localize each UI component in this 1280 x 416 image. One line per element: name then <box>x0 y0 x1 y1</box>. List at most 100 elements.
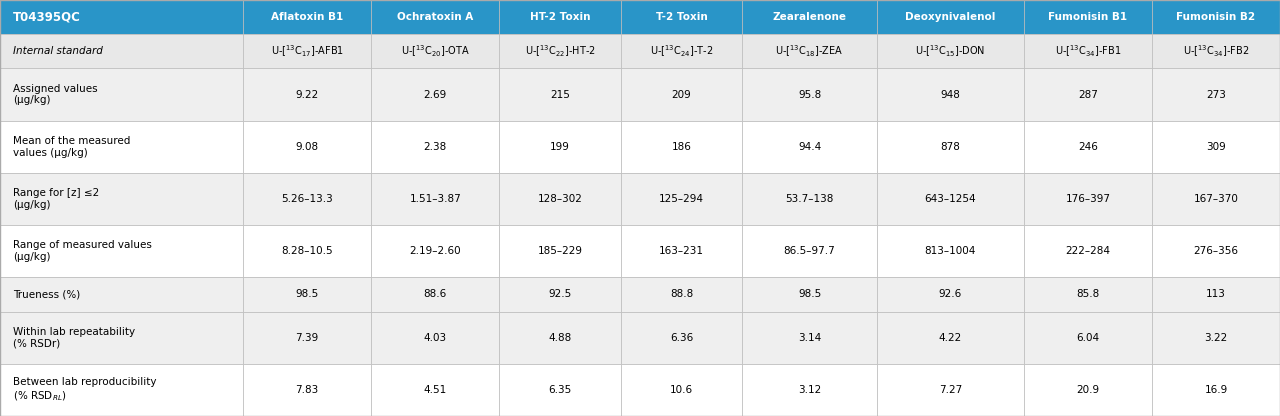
Bar <box>877 173 1024 225</box>
Text: 4.88: 4.88 <box>548 333 572 343</box>
Bar <box>0 364 243 416</box>
Bar <box>621 34 742 68</box>
Text: 6.35: 6.35 <box>548 385 572 395</box>
Text: 176–397: 176–397 <box>1065 194 1111 204</box>
Bar <box>877 121 1024 173</box>
Bar <box>621 277 742 312</box>
Bar <box>0 0 243 34</box>
Text: Fumonisin B1: Fumonisin B1 <box>1048 12 1128 22</box>
Bar <box>1152 277 1280 312</box>
Bar <box>877 312 1024 364</box>
Text: 98.5: 98.5 <box>296 290 319 300</box>
Bar <box>1152 173 1280 225</box>
Bar <box>499 0 621 34</box>
Bar <box>877 34 1024 68</box>
Bar <box>0 173 243 225</box>
Text: 287: 287 <box>1078 89 1098 99</box>
Text: 273: 273 <box>1206 89 1226 99</box>
Text: 186: 186 <box>672 142 691 152</box>
Text: U-[$^{13}$C$_{34}$]-FB2: U-[$^{13}$C$_{34}$]-FB2 <box>1183 44 1249 59</box>
Text: 222–284: 222–284 <box>1065 246 1111 256</box>
Bar <box>742 121 877 173</box>
Bar <box>499 312 621 364</box>
Text: 2.69: 2.69 <box>424 89 447 99</box>
Text: 167–370: 167–370 <box>1193 194 1239 204</box>
Text: Trueness (%): Trueness (%) <box>13 290 81 300</box>
Text: U-[$^{13}$C$_{34}$]-FB1: U-[$^{13}$C$_{34}$]-FB1 <box>1055 44 1121 59</box>
Text: 7.39: 7.39 <box>296 333 319 343</box>
Bar <box>371 364 499 416</box>
Bar <box>1024 173 1152 225</box>
Bar <box>1024 225 1152 277</box>
Bar <box>243 68 371 121</box>
Text: T-2 Toxin: T-2 Toxin <box>655 12 708 22</box>
Bar <box>621 225 742 277</box>
Text: T04395QC: T04395QC <box>13 10 81 24</box>
Bar <box>499 277 621 312</box>
Text: 10.6: 10.6 <box>669 385 694 395</box>
Text: 85.8: 85.8 <box>1076 290 1100 300</box>
Text: 20.9: 20.9 <box>1076 385 1100 395</box>
Text: 7.83: 7.83 <box>296 385 319 395</box>
Bar <box>1024 34 1152 68</box>
Text: Assigned values
(μg/kg): Assigned values (μg/kg) <box>13 84 97 105</box>
Text: 2.38: 2.38 <box>424 142 447 152</box>
Bar <box>742 364 877 416</box>
Text: 8.28–10.5: 8.28–10.5 <box>282 246 333 256</box>
Text: 53.7–138: 53.7–138 <box>786 194 833 204</box>
Bar <box>1024 277 1152 312</box>
Bar <box>0 121 243 173</box>
Text: U-[$^{13}$C$_{24}$]-T-2: U-[$^{13}$C$_{24}$]-T-2 <box>650 44 713 59</box>
Text: 3.12: 3.12 <box>797 385 822 395</box>
Bar <box>499 121 621 173</box>
Bar <box>742 277 877 312</box>
Bar <box>1024 68 1152 121</box>
Bar <box>1152 364 1280 416</box>
Bar <box>1152 225 1280 277</box>
Text: 4.22: 4.22 <box>938 333 963 343</box>
Text: 276–356: 276–356 <box>1193 246 1239 256</box>
Text: 3.14: 3.14 <box>797 333 822 343</box>
Bar <box>243 173 371 225</box>
Text: 215: 215 <box>550 89 570 99</box>
Text: 199: 199 <box>550 142 570 152</box>
Text: 9.22: 9.22 <box>296 89 319 99</box>
Text: 4.03: 4.03 <box>424 333 447 343</box>
Bar <box>499 364 621 416</box>
Text: 86.5–97.7: 86.5–97.7 <box>783 246 836 256</box>
Text: 185–229: 185–229 <box>538 246 582 256</box>
Text: 98.5: 98.5 <box>797 290 822 300</box>
Bar <box>499 34 621 68</box>
Text: 125–294: 125–294 <box>659 194 704 204</box>
Text: 1.51–3.87: 1.51–3.87 <box>410 194 461 204</box>
Text: 209: 209 <box>672 89 691 99</box>
Bar <box>371 121 499 173</box>
Text: 643–1254: 643–1254 <box>924 194 977 204</box>
Text: 16.9: 16.9 <box>1204 385 1228 395</box>
Bar <box>0 312 243 364</box>
Text: Internal standard: Internal standard <box>13 46 102 56</box>
Bar <box>877 225 1024 277</box>
Text: 6.04: 6.04 <box>1076 333 1100 343</box>
Bar <box>371 173 499 225</box>
Bar <box>1152 0 1280 34</box>
Bar <box>877 0 1024 34</box>
Bar <box>877 68 1024 121</box>
Text: 246: 246 <box>1078 142 1098 152</box>
Bar <box>1152 312 1280 364</box>
Text: U-[$^{13}$C$_{17}$]-AFB1: U-[$^{13}$C$_{17}$]-AFB1 <box>270 44 344 59</box>
Bar <box>621 312 742 364</box>
Text: 92.5: 92.5 <box>548 290 572 300</box>
Text: Range of measured values
(μg/kg): Range of measured values (μg/kg) <box>13 240 151 262</box>
Text: Within lab repeatability
(% RSDr): Within lab repeatability (% RSDr) <box>13 327 134 349</box>
Bar <box>742 34 877 68</box>
Bar <box>371 68 499 121</box>
Text: U-[$^{13}$C$_{15}$]-DON: U-[$^{13}$C$_{15}$]-DON <box>915 44 986 59</box>
Text: Fumonisin B2: Fumonisin B2 <box>1176 12 1256 22</box>
Bar <box>371 312 499 364</box>
Bar <box>499 173 621 225</box>
Bar <box>1024 121 1152 173</box>
Text: 88.6: 88.6 <box>424 290 447 300</box>
Text: Mean of the measured
values (μg/kg): Mean of the measured values (μg/kg) <box>13 136 131 158</box>
Text: 878: 878 <box>941 142 960 152</box>
